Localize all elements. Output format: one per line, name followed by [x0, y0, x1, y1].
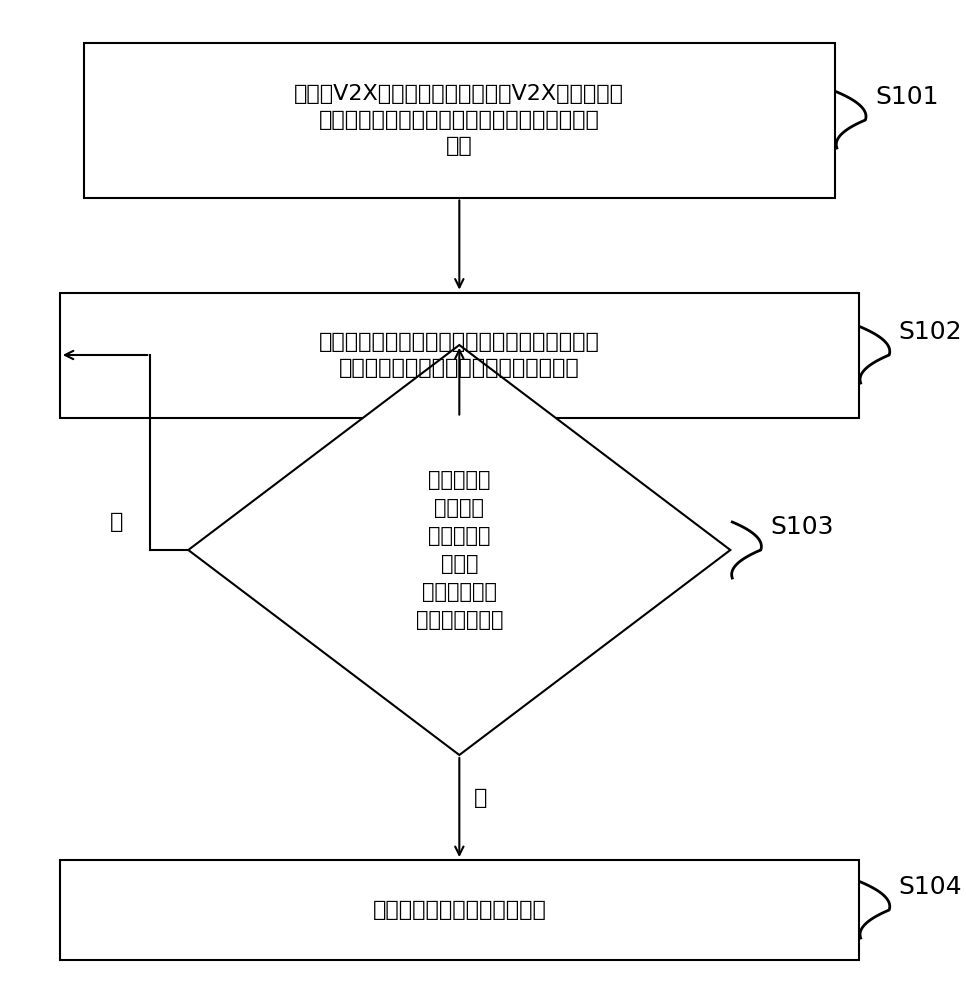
- Polygon shape: [188, 345, 730, 755]
- Text: 车辆的决策
模块判断
主车与远车
之间的
距离是否小于
本车的制动距离: 车辆的决策 模块判断 主车与远车 之间的 距离是否小于 本车的制动距离: [415, 470, 503, 630]
- Text: 车辆的V2X模块根据周期性收到的V2X消息，辨别
不同场景，计算潜在的碰撞风险，生成前向碰撞
预警: 车辆的V2X模块根据周期性收到的V2X消息，辨别 不同场景，计算潜在的碰撞风险，…: [295, 84, 624, 156]
- Text: S101: S101: [875, 85, 938, 109]
- Bar: [84, 42, 835, 198]
- Text: 车辆的制动模块执行制动动作: 车辆的制动模块执行制动动作: [372, 900, 546, 920]
- Bar: [60, 860, 859, 960]
- Text: S104: S104: [898, 875, 962, 899]
- Text: S102: S102: [898, 320, 962, 344]
- Text: 车辆的决策模块根据收到的预警类型、预警等级
、预警目标，计算主车与远车之间的距离: 车辆的决策模块根据收到的预警类型、预警等级 、预警目标，计算主车与远车之间的距离: [319, 332, 600, 378]
- Bar: [60, 292, 859, 418]
- Text: S103: S103: [770, 515, 834, 539]
- Text: 否: 否: [110, 512, 124, 532]
- Text: 是: 是: [473, 788, 487, 808]
